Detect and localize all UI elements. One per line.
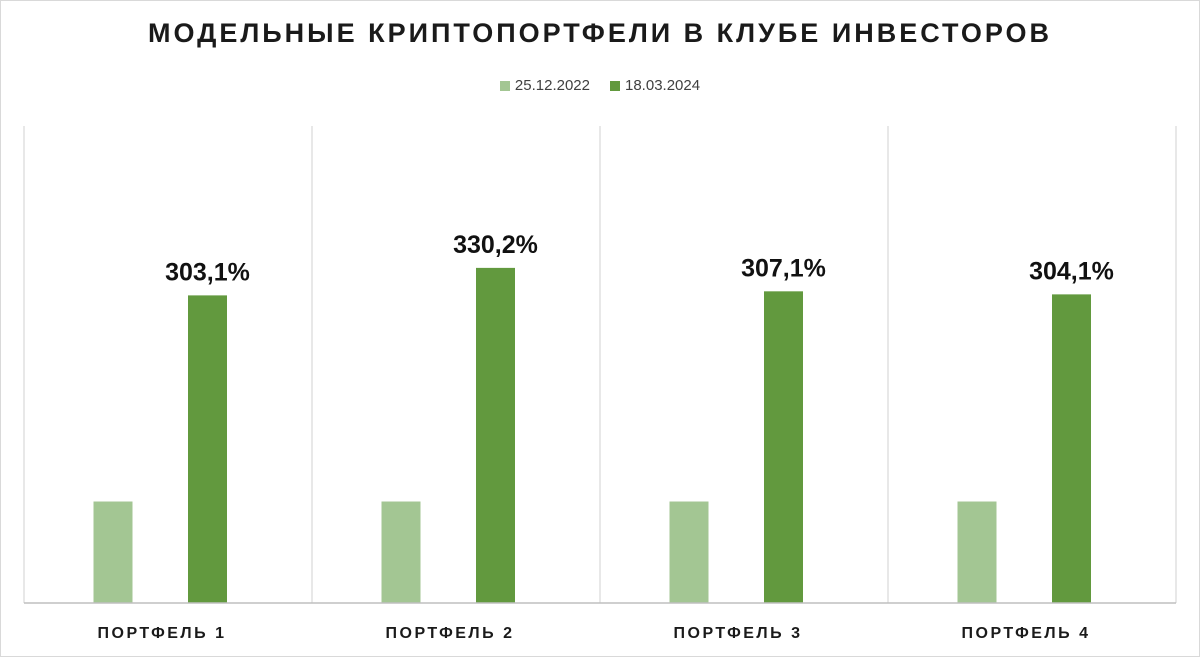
data-label-series-2-3: 307,1% [741, 254, 826, 282]
legend-label-series-1: 25.12.2022 [514, 77, 590, 94]
x-tick-label-2: ПОРТФЕЛЬ 2 [386, 625, 515, 642]
x-tick-label-1: ПОРТФЕЛЬ 1 [98, 625, 227, 642]
x-tick-label-4: ПОРТФЕЛЬ 4 [962, 625, 1091, 642]
legend-label-series-2: 18.03.2024 [625, 77, 701, 94]
legend-item-series-2: 18.03.2024 [610, 77, 700, 94]
legend-item-series-1: 25.12.2022 [499, 77, 590, 94]
bar-series-1-4 [957, 501, 997, 603]
bar-series-1-3 [669, 501, 709, 603]
bar-series-2-2 [476, 267, 515, 603]
bar-series-1-1 [93, 501, 133, 603]
data-label-series-2-1: 303,1% [165, 258, 250, 286]
legend: 25.12.2022 18.03.2024 [0, 77, 1200, 94]
bar-series-1-2 [381, 501, 421, 603]
legend-swatch-series-1 [499, 80, 510, 91]
bar-series-2-3 [764, 291, 803, 603]
data-label-series-2-2: 330,2% [453, 231, 538, 259]
legend-swatch-series-2 [610, 80, 620, 91]
bar-series-2-4 [1052, 294, 1091, 603]
x-tick-label-3: ПОРТФЕЛЬ 3 [674, 625, 803, 642]
data-label-series-2-4: 304,1% [1029, 257, 1114, 285]
bar-series-2-1 [188, 295, 227, 603]
chart-title: МОДЕЛЬНЫЕ КРИПТОПОРТФЕЛИ В КЛУБЕ ИНВЕСТО… [147, 18, 1053, 48]
